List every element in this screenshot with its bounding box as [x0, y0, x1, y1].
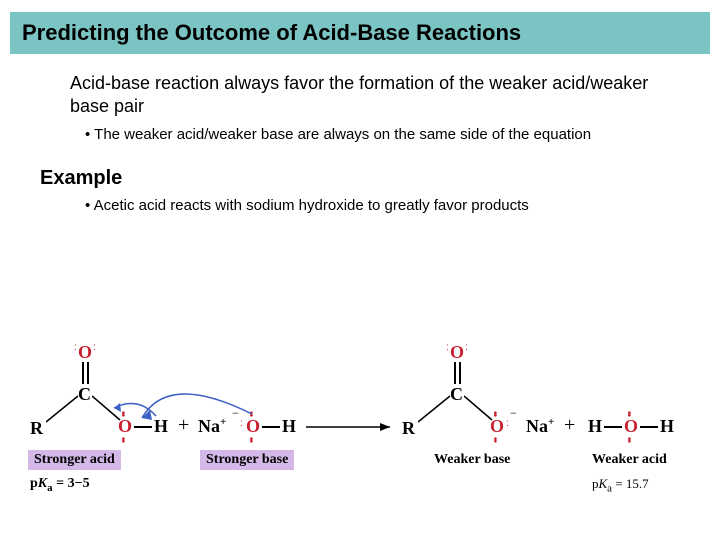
atom-na: Na+	[526, 416, 554, 437]
label-weaker-acid: Weaker acid	[592, 452, 667, 468]
title-banner: Predicting the Outcome of Acid-Base Reac…	[10, 12, 710, 54]
atom-h: H	[588, 416, 602, 437]
pka-eq: = 3−5	[53, 476, 90, 491]
lone-pair: :	[446, 342, 448, 353]
bond-diag	[46, 394, 80, 426]
example-heading: Example	[40, 167, 680, 190]
example-bullet-text: Acetic acid reacts with sodium hydroxide…	[94, 197, 529, 214]
pka-left: pKa = 3−5	[30, 476, 90, 494]
sub-bullet-list: • The weaker acid/weaker base are always…	[50, 125, 680, 145]
content-block: Acid-base reaction always favor the form…	[0, 54, 720, 215]
lone-pair: :	[74, 342, 76, 353]
lone-pair: ••	[245, 437, 256, 442]
lone-pair: ••	[623, 437, 634, 442]
atom-o: O	[450, 342, 464, 363]
atom-o: O	[490, 416, 504, 437]
intro-text-wrap: Acid-base reaction always favor the form…	[50, 72, 680, 117]
pka-eq: = 15.7	[612, 476, 649, 491]
atom-o: O	[78, 342, 92, 363]
lone-pair: :	[506, 418, 508, 429]
atom-h: H	[660, 416, 674, 437]
atom-o: O	[624, 416, 638, 437]
bond	[87, 362, 89, 384]
bond	[640, 426, 658, 428]
label-stronger-acid: Stronger acid	[28, 450, 121, 470]
pka-right: pKa = 15.7	[592, 476, 649, 495]
pka-prefix: p	[30, 476, 38, 491]
lone-pair: ••	[489, 411, 500, 416]
intro-text: Acid-base reaction always favor the form…	[70, 72, 680, 117]
bond-diag	[418, 394, 452, 426]
bond	[82, 362, 84, 384]
example-bullet-list: • Acetic acid reacts with sodium hydroxi…	[50, 196, 680, 216]
lone-pair: ••	[489, 437, 500, 442]
lone-pair: :	[465, 342, 467, 353]
plus-sign: +	[564, 414, 575, 437]
pka-k: K	[599, 476, 608, 491]
lone-pair: :	[93, 342, 95, 353]
bond	[262, 426, 280, 428]
label-weaker-base: Weaker base	[434, 452, 510, 468]
mechanism-arrow	[138, 372, 268, 422]
reaction-diagram: O : : C R O •• •• H + Na+ O •• •• : − H …	[30, 342, 700, 522]
atom-r: R	[402, 418, 415, 439]
bond	[454, 362, 456, 384]
slide-title: Predicting the Outcome of Acid-Base Reac…	[22, 20, 698, 46]
sub-bullet-text: The weaker acid/weaker base are always o…	[94, 126, 591, 143]
lone-pair: ••	[117, 437, 128, 442]
bond	[459, 362, 461, 384]
atom-h: H	[282, 416, 296, 437]
na-text: Na	[526, 416, 548, 436]
bond	[604, 426, 622, 428]
bond	[134, 426, 152, 428]
example-bullet: • Acetic acid reacts with sodium hydroxi…	[85, 196, 680, 216]
reaction-arrow	[306, 420, 396, 434]
sub-bullet: • The weaker acid/weaker base are always…	[85, 125, 680, 145]
neg-charge: −	[510, 406, 517, 421]
pka-k: K	[38, 476, 47, 491]
lone-pair: ••	[623, 411, 634, 416]
atom-r: R	[30, 418, 43, 439]
label-stronger-base: Stronger base	[200, 450, 294, 470]
